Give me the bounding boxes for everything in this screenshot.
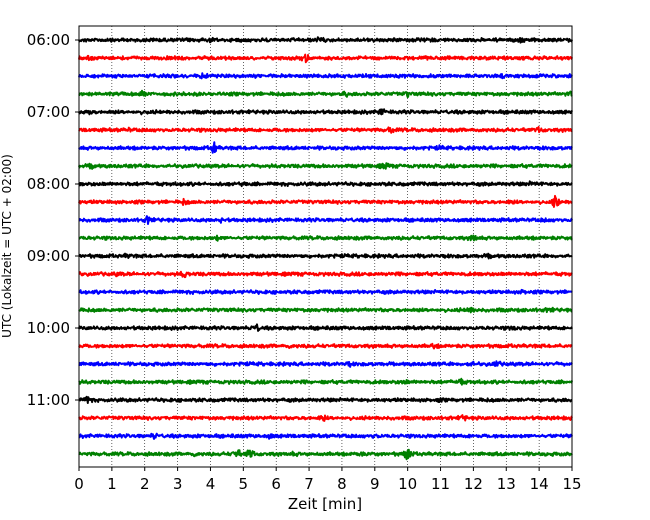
x-axis-title: Zeit [min] (288, 495, 362, 513)
seismogram-trace (78, 126, 573, 134)
seismogram-trace (78, 288, 573, 295)
seismogram-trace (78, 215, 573, 225)
y-tick-label: 10:00 (27, 319, 70, 337)
x-tick-label: 2 (140, 475, 150, 493)
seismogram-trace (78, 53, 573, 64)
x-tick-label: 1 (107, 475, 117, 493)
x-tick-label: 9 (370, 475, 380, 493)
seismogram-trace (78, 89, 573, 99)
x-axis: 0 1 2 3 4 5 6 7 8 9 10 11 12 13 14 15 (74, 467, 582, 493)
plot-background (79, 26, 572, 467)
x-tick-label: 8 (337, 475, 347, 493)
seismogram-trace (78, 360, 573, 368)
plot-frame (78, 25, 573, 468)
seismogram-trace (78, 180, 573, 188)
y-tick-label: 08:00 (27, 175, 70, 193)
seismogram-trace (78, 194, 573, 208)
seismogram-trace (78, 323, 573, 332)
x-tick-label: 11 (431, 475, 450, 493)
x-tick-label: 14 (530, 475, 549, 493)
seismogram-trace (78, 306, 573, 314)
x-tick-label: 5 (239, 475, 249, 493)
seismogram-trace (78, 141, 573, 154)
seismogram-trace (78, 36, 573, 44)
x-tick-label: 7 (304, 475, 314, 493)
seismogram-trace (78, 377, 573, 386)
x-tick-label: 13 (497, 475, 516, 493)
y-axis-title: UTC (Lokalzeit = UTC + 02:00) (0, 154, 14, 338)
seismogram-trace (78, 252, 573, 260)
seismogram-trace (78, 342, 573, 350)
x-tick-label: 6 (271, 475, 281, 493)
seismogram-trace (78, 270, 573, 279)
y-tick-label: 11:00 (27, 391, 70, 409)
y-tick-label: 07:00 (27, 103, 70, 121)
x-tick-label: 10 (398, 475, 417, 493)
seismogram-trace (78, 234, 573, 242)
y-tick-label: 06:00 (27, 31, 70, 49)
x-tick-label: 15 (562, 475, 581, 493)
x-tick-label: 0 (74, 475, 84, 493)
y-axis: 06:00 07:00 08:00 09:00 10:00 11:00 (27, 31, 79, 409)
seismogram-trace (78, 395, 573, 404)
x-tick-label: 4 (206, 475, 216, 493)
seismogram-trace (78, 162, 573, 170)
seismogram-traces (78, 36, 573, 461)
seismogram-trace (78, 448, 573, 461)
seismogram-trace (78, 432, 573, 440)
seismogram-trace (78, 414, 573, 422)
seismogram-trace (78, 108, 573, 116)
y-tick-label: 09:00 (27, 247, 70, 265)
x-tick-label: 3 (173, 475, 183, 493)
seismogram-trace (78, 72, 573, 80)
x-tick-label: 12 (464, 475, 483, 493)
